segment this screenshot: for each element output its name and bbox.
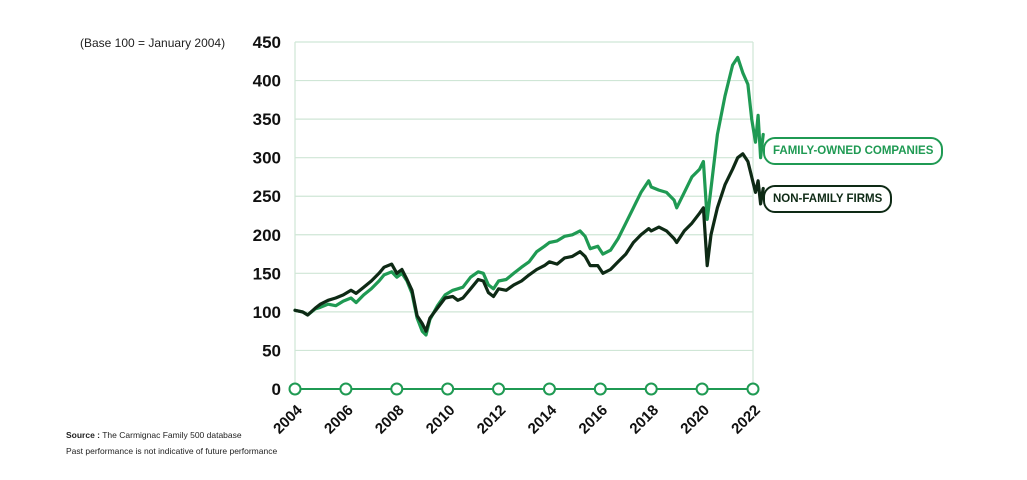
x-tick-label: 2022 <box>728 402 764 438</box>
x-axis: 2004 2006 2008 2010 2012 2014 2016 2018 2020 2022 <box>270 382 764 438</box>
source-note: Source : The Carmignac Family 500 databa… <box>66 430 242 440</box>
y-tick-label: 50 <box>262 341 281 360</box>
y-tick-label: 300 <box>253 149 281 168</box>
chart-grid <box>294 41 754 389</box>
x-tick-marker <box>492 382 506 396</box>
x-tick-label: 2016 <box>576 402 612 438</box>
y-tick-label: 150 <box>253 264 281 283</box>
y-tick-label: 350 <box>253 110 281 129</box>
x-tick-marker <box>390 382 404 396</box>
y-tick-label: 450 <box>253 33 281 52</box>
disclaimer-note: Past performance is not indicative of fu… <box>66 446 278 456</box>
y-tick-label: 200 <box>253 226 281 245</box>
y-axis-ticks: 0 50 100 150 200 250 300 350 400 450 <box>253 33 281 399</box>
x-tick-label: 2018 <box>626 402 662 438</box>
source-label: Source : <box>66 430 101 440</box>
series-line-family-owned <box>293 55 765 337</box>
x-tick-marker <box>593 382 607 396</box>
y-tick-label: 100 <box>253 303 281 322</box>
x-tick-marker <box>288 382 302 396</box>
x-tick-marker <box>339 382 353 396</box>
x-tick-marker <box>746 382 760 396</box>
x-tick-marker <box>542 382 556 396</box>
x-tick-label: 2010 <box>423 402 459 438</box>
x-tick-marker <box>644 382 658 396</box>
x-tick-label: 2008 <box>372 402 408 438</box>
chart-series <box>293 55 765 337</box>
legend-non-family: NON-FAMILY FIRMS <box>763 185 893 213</box>
x-tick-marker <box>441 382 455 396</box>
y-tick-label: 400 <box>253 72 281 91</box>
x-tick-marker <box>695 382 709 396</box>
x-tick-label: 2006 <box>321 402 357 438</box>
x-tick-label: 2014 <box>525 401 561 437</box>
y-tick-label: 0 <box>272 380 281 399</box>
series-line-non-family <box>293 152 765 333</box>
x-tick-label: 2012 <box>474 402 510 438</box>
legend-family-owned: FAMILY-OWNED COMPANIES <box>763 137 944 165</box>
base-note: (Base 100 = January 2004) <box>80 36 226 50</box>
y-tick-label: 250 <box>253 187 281 206</box>
source-text: The Carmignac Family 500 database <box>102 430 242 440</box>
x-tick-label: 2020 <box>677 402 713 438</box>
x-tick-label: 2004 <box>270 401 306 437</box>
